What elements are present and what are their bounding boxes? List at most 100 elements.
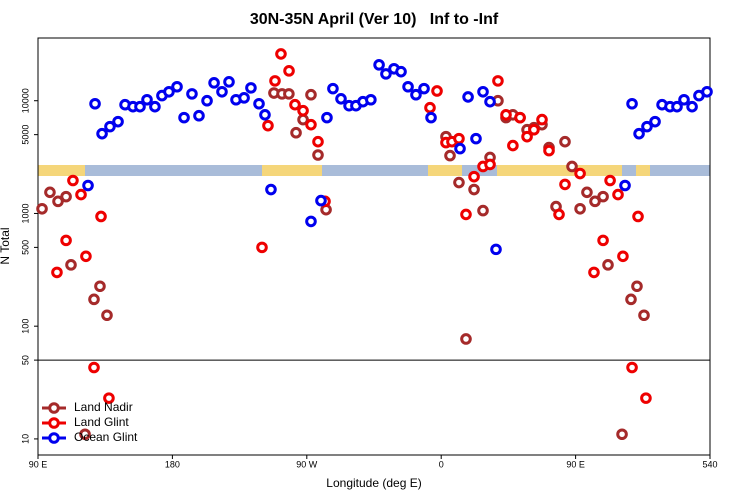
legend-label: Land Nadir [74,400,133,414]
point [418,82,430,95]
point [262,119,274,132]
y-tick-label: 50 [20,355,30,365]
point [626,97,638,110]
point [60,190,72,203]
point [259,108,271,121]
point [101,309,113,322]
legend-marker [48,417,60,429]
point [453,176,465,189]
point [305,118,317,131]
point [631,280,643,293]
point [208,77,220,89]
point [589,195,601,208]
point [186,88,198,100]
point [468,170,480,183]
land-strip [428,165,462,176]
surface-strip [38,165,710,176]
point [559,178,571,191]
point [315,194,327,207]
point [444,149,456,162]
point [507,139,519,152]
x-tick-label: 0 [439,459,444,469]
point [36,202,48,215]
point [536,113,548,126]
point [321,111,333,124]
point [253,97,265,110]
point [633,127,645,140]
point [79,428,91,441]
ocean-strip [38,165,710,176]
point [484,158,496,171]
point [597,190,609,203]
point [619,179,631,192]
point [425,111,437,124]
point [283,88,295,100]
x-tick-label: 540 [702,459,717,469]
point [52,195,64,208]
legend-marker [48,432,60,444]
land-strip [636,165,650,176]
point [484,95,496,108]
y-tick-label: 10 [20,434,30,444]
point [171,80,183,93]
point [290,126,302,139]
point [149,100,161,113]
land-strip [38,165,85,176]
point [581,186,593,199]
x-axis-label: Longitude (deg E) [326,476,421,490]
point [216,85,228,98]
point [454,142,466,155]
y-tick-label: 1000 [20,203,30,223]
point [514,111,526,124]
point [134,100,146,113]
point [402,80,414,93]
point [80,250,92,263]
point [103,392,115,404]
point [671,100,683,113]
point [477,204,489,217]
point [163,85,175,98]
point [566,160,578,173]
point [625,293,637,306]
point [305,88,317,101]
point [178,111,190,124]
point [553,208,565,221]
point [686,100,698,113]
point [193,109,205,122]
point [528,123,540,136]
point [82,179,94,192]
point [490,243,502,256]
point [453,132,465,145]
point [51,266,63,279]
legend-marker [48,402,60,414]
point [632,210,644,223]
point [201,94,213,107]
plot-frame [37,37,711,456]
y-tick-label: 500 [20,240,30,255]
point [470,132,482,145]
point [269,75,281,87]
chart-title: 30N-35N April (Ver 10) Inf to -Inf [250,11,499,28]
point [543,144,555,157]
point [104,120,116,133]
land-strip [262,165,322,176]
point [410,88,422,101]
point [65,259,77,271]
point [500,108,512,121]
point [305,215,317,228]
point [641,120,653,133]
point [312,149,324,161]
y-tick-label: 5000 [20,125,30,145]
point [638,309,650,322]
point [89,97,101,110]
point [141,93,153,106]
x-tick-label: 180 [165,459,180,469]
point [649,115,661,128]
point [373,59,385,71]
point [521,130,533,143]
y-axis-label: N Total [0,227,12,264]
x-tick-label: 90 E [29,459,48,469]
point [462,91,474,103]
point [238,92,250,104]
